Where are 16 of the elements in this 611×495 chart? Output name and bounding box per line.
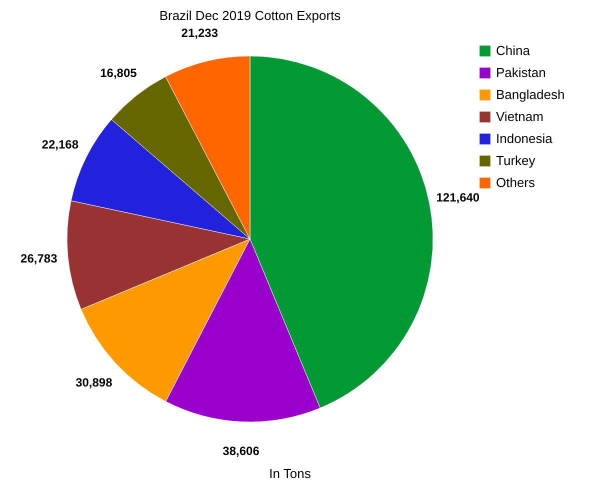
data-label: 121,640 xyxy=(436,190,480,205)
chart-title: Brazil Dec 2019 Cotton Exports xyxy=(159,8,342,24)
legend-label: Turkey xyxy=(496,153,536,168)
legend-label: Vietnam xyxy=(496,109,544,124)
legend-label: Bangladesh xyxy=(496,87,565,102)
legend-label: Indonesia xyxy=(496,131,554,146)
text: In Tons xyxy=(269,466,312,481)
legend-label: Others xyxy=(496,175,536,190)
data-label: 16,805 xyxy=(100,66,138,80)
data-label: 38,606 xyxy=(222,444,260,458)
data-label: 30,898 xyxy=(76,375,113,390)
legend-label: China xyxy=(496,43,531,58)
data-label: 26,783 xyxy=(20,251,58,266)
data-label: 22,168 xyxy=(42,138,79,152)
legend-label: Pakistan xyxy=(496,65,546,80)
data-label: 21,233 xyxy=(181,26,218,40)
